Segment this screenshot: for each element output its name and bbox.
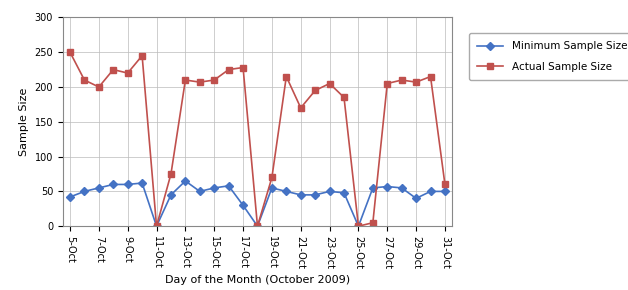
Actual Sample Size xyxy=(355,224,362,228)
Y-axis label: Sample Size: Sample Size xyxy=(19,88,29,156)
Actual Sample Size xyxy=(153,224,160,228)
Actual Sample Size xyxy=(66,50,73,54)
Minimum Sample Size xyxy=(225,184,232,188)
Actual Sample Size xyxy=(283,75,290,78)
Minimum Sample Size xyxy=(369,186,377,190)
Minimum Sample Size xyxy=(384,185,391,188)
Minimum Sample Size xyxy=(138,181,146,185)
Actual Sample Size xyxy=(340,96,348,99)
Actual Sample Size xyxy=(80,78,88,82)
Minimum Sample Size xyxy=(311,193,319,197)
Actual Sample Size xyxy=(441,183,449,186)
Actual Sample Size xyxy=(225,68,232,71)
Actual Sample Size xyxy=(427,75,435,78)
Actual Sample Size xyxy=(109,68,117,71)
Minimum Sample Size xyxy=(427,190,435,193)
Actual Sample Size xyxy=(239,66,247,69)
Minimum Sample Size xyxy=(326,190,333,193)
Minimum Sample Size xyxy=(109,183,117,186)
Actual Sample Size xyxy=(167,172,175,176)
Actual Sample Size xyxy=(326,82,333,85)
Minimum Sample Size xyxy=(355,224,362,228)
Minimum Sample Size xyxy=(196,190,203,193)
Minimum Sample Size xyxy=(95,186,102,190)
Minimum Sample Size xyxy=(66,195,73,199)
Actual Sample Size xyxy=(398,78,406,82)
Minimum Sample Size xyxy=(239,204,247,207)
Actual Sample Size xyxy=(369,221,377,224)
Actual Sample Size xyxy=(210,78,218,82)
Minimum Sample Size xyxy=(283,190,290,193)
Actual Sample Size xyxy=(297,106,305,110)
Line: Actual Sample Size: Actual Sample Size xyxy=(67,49,448,229)
Minimum Sample Size xyxy=(268,186,276,190)
Legend: Minimum Sample Size, Actual Sample Size: Minimum Sample Size, Actual Sample Size xyxy=(469,33,628,80)
Minimum Sample Size xyxy=(80,190,88,193)
Actual Sample Size xyxy=(181,78,189,82)
Actual Sample Size xyxy=(138,54,146,57)
Actual Sample Size xyxy=(196,80,203,84)
Line: Minimum Sample Size: Minimum Sample Size xyxy=(67,178,448,229)
Minimum Sample Size xyxy=(297,193,305,197)
Minimum Sample Size xyxy=(124,183,131,186)
Minimum Sample Size xyxy=(398,186,406,190)
Minimum Sample Size xyxy=(254,224,261,228)
Minimum Sample Size xyxy=(340,191,348,195)
Actual Sample Size xyxy=(254,224,261,228)
Actual Sample Size xyxy=(268,176,276,179)
Minimum Sample Size xyxy=(153,224,160,228)
Actual Sample Size xyxy=(311,89,319,92)
Actual Sample Size xyxy=(413,80,420,84)
Actual Sample Size xyxy=(124,71,131,75)
Actual Sample Size xyxy=(384,82,391,85)
Minimum Sample Size xyxy=(167,193,175,197)
Minimum Sample Size xyxy=(441,190,449,193)
Minimum Sample Size xyxy=(413,197,420,200)
Minimum Sample Size xyxy=(181,179,189,183)
X-axis label: Day of the Month (October 2009): Day of the Month (October 2009) xyxy=(165,275,350,284)
Minimum Sample Size xyxy=(210,186,218,190)
Actual Sample Size xyxy=(95,85,102,89)
